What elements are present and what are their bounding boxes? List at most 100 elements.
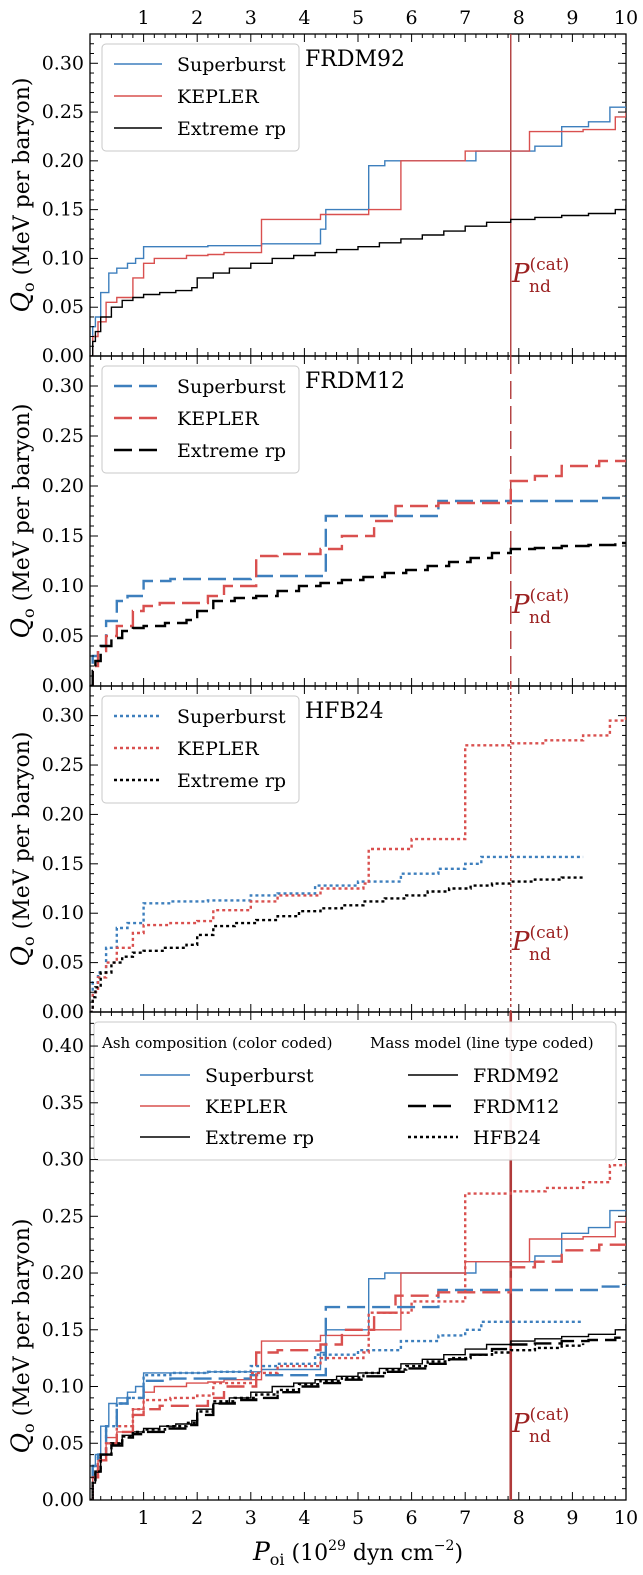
pnd-cat-label: P(cat)	[511, 586, 569, 620]
y-tick-label: 0.35	[42, 1092, 84, 1114]
x-tick-label-top: 6	[406, 7, 418, 29]
series-0-kepler-solid	[90, 112, 626, 356]
y-tick-label: 0.10	[42, 902, 84, 924]
series-3-superburst-solid	[90, 1209, 626, 1500]
y-tick-label: 0.10	[42, 575, 84, 597]
y-axis-label: Qo (MeV per baryon)	[6, 404, 38, 639]
pnd-cat-subscript: nd	[529, 1427, 551, 1447]
x-tick-label-top: 1	[138, 7, 150, 29]
series-3-superburst-dash	[90, 1284, 626, 1500]
series-3-kepler-solid	[90, 1216, 626, 1500]
y-tick-label: 0.05	[42, 296, 84, 318]
y-tick-label: 0.25	[42, 101, 84, 123]
y-tick-label: 0.00	[42, 345, 84, 367]
x-tick-label-bottom: 5	[352, 1507, 364, 1529]
series-0-extreme-rp-solid	[90, 204, 626, 356]
y-tick-label: 0.15	[42, 853, 84, 875]
x-tick-label-bottom: 10	[614, 1507, 638, 1529]
series-3-superburst-dot	[90, 1320, 584, 1500]
series-3-extreme-rp-dot	[90, 1343, 585, 1500]
y-tick-label: 0.25	[42, 425, 84, 447]
y-tick-label: 0.30	[42, 52, 84, 74]
y-tick-label: 0.20	[42, 475, 84, 497]
y-tick-label: 0.05	[42, 1432, 84, 1454]
pnd-cat-label: P(cat)	[511, 1405, 569, 1439]
y-tick-label: 0.20	[42, 1262, 84, 1284]
x-tick-label-bottom: 7	[459, 1507, 471, 1529]
series-1-kepler-dash	[90, 459, 626, 686]
x-tick-label-bottom: 2	[191, 1507, 203, 1529]
legend-label: KEPLER	[177, 86, 259, 108]
series-lines	[90, 106, 626, 1500]
y-tick-label: 0.15	[42, 525, 84, 547]
legend-box	[101, 43, 300, 152]
pnd-cat-label: P(cat)	[511, 923, 569, 957]
x-axis-label: Poi (1029 dyn cm−2)	[252, 1537, 463, 1569]
pnd-cat-subscript: nd	[529, 945, 551, 965]
x-tick-label-bottom: 9	[566, 1507, 578, 1529]
x-tick-label-top: 4	[298, 7, 310, 29]
x-tick-label-bottom: 4	[298, 1507, 310, 1529]
y-tick-label: 0.25	[42, 1205, 84, 1227]
combined-legend-label: KEPLER	[205, 1096, 287, 1118]
x-tick-label-top: 5	[352, 7, 364, 29]
y-tick-label: 0.05	[42, 625, 84, 647]
combined-legend-label: FRDM12	[473, 1096, 559, 1118]
y-tick-label: 0.25	[42, 754, 84, 776]
series-2-superburst-dot	[90, 855, 584, 1012]
y-axis-label: Qo (MeV per baryon)	[6, 78, 38, 313]
y-axis-label: Qo (MeV per baryon)	[6, 1219, 38, 1454]
legend-label: KEPLER	[177, 408, 259, 430]
y-tick-label: 0.00	[42, 675, 84, 697]
y-tick-label: 0.20	[42, 150, 84, 172]
y-tick-label: 0.15	[42, 199, 84, 221]
legend-label: Extreme rp	[177, 118, 286, 140]
panel-label-frdm92: FRDM92	[305, 47, 405, 72]
y-tick-label: 0.40	[42, 1035, 84, 1057]
y-tick-label: 0.30	[42, 705, 84, 727]
combined-legend-label: Extreme rp	[205, 1127, 314, 1149]
pnd-cat-label: P(cat)	[511, 255, 569, 289]
x-tick-label-top: 8	[513, 7, 525, 29]
x-tick-label-top: 2	[191, 7, 203, 29]
series-1-extreme-rp-dash	[90, 541, 626, 686]
x-tick-label-bottom: 6	[406, 1507, 418, 1529]
x-tick-label-bottom: 1	[138, 1507, 150, 1529]
pnd-cat-subscript: nd	[529, 277, 551, 297]
series-2-extreme-rp-dot	[90, 875, 585, 1012]
combined-legend-label: HFB24	[473, 1127, 541, 1149]
x-tick-label-bottom: 8	[513, 1507, 525, 1529]
ticks	[89, 33, 627, 1501]
x-tick-label-top: 9	[566, 7, 578, 29]
y-axis-label: Qo (MeV per baryon)	[6, 732, 38, 967]
y-tick-label: 0.00	[42, 1001, 84, 1023]
combined-legend-label: Superburst	[205, 1065, 314, 1087]
x-tick-label-bottom: 3	[245, 1507, 257, 1529]
legend-box	[101, 695, 300, 804]
y-tick-label: 0.20	[42, 803, 84, 825]
legend-label: KEPLER	[177, 738, 259, 760]
pnd-cat-subscript: nd	[529, 608, 551, 628]
series-3-kepler-dot	[90, 1159, 626, 1500]
legend-title-mass: Mass model (line type coded)	[370, 1034, 594, 1052]
legend-label: Superburst	[177, 54, 286, 76]
legend-label: Superburst	[177, 706, 286, 728]
panel-label-frdm12: FRDM12	[305, 369, 405, 394]
y-tick-label: 0.10	[42, 247, 84, 269]
legend-title-ash: Ash composition (color coded)	[101, 1034, 332, 1052]
legend-label: Superburst	[177, 376, 286, 398]
x-tick-label-top: 3	[245, 7, 257, 29]
legend-label: Extreme rp	[177, 770, 286, 792]
x-tick-label-top: 10	[614, 7, 638, 29]
legend-label: Extreme rp	[177, 440, 286, 462]
combined-legend-label: FRDM92	[473, 1065, 559, 1087]
series-3-extreme-rp-solid	[90, 1324, 626, 1500]
y-tick-label: 0.10	[42, 1376, 84, 1398]
y-tick-label: 0.00	[42, 1489, 84, 1511]
y-tick-label: 0.05	[42, 952, 84, 974]
panel-label-hfb24: HFB24	[305, 699, 384, 724]
series-3-extreme-rp-dash	[90, 1336, 626, 1500]
x-tick-label-top: 7	[459, 7, 471, 29]
